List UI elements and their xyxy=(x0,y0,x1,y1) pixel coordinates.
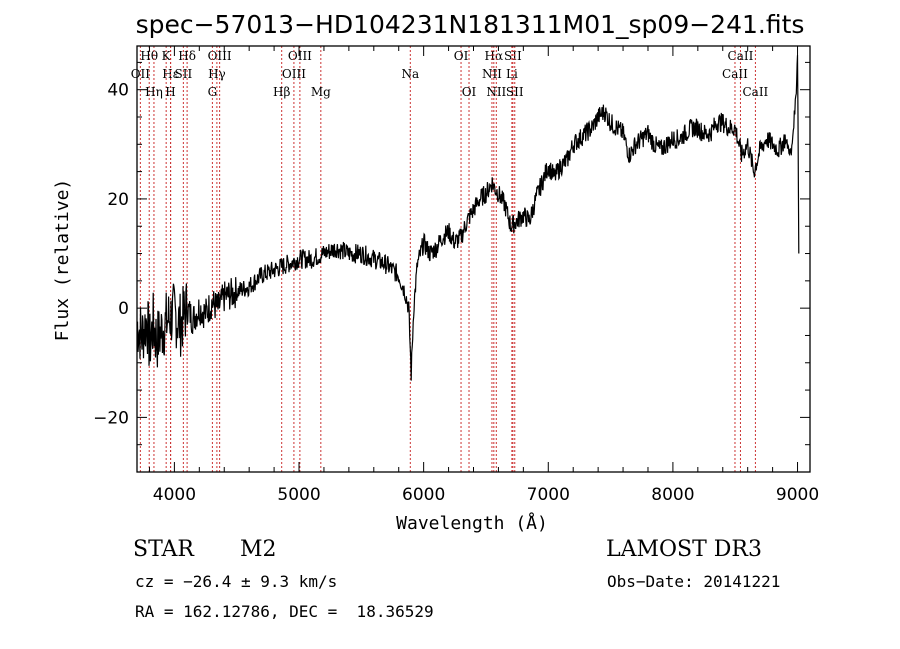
spectral-line-label: Li xyxy=(506,67,518,81)
spectral-line-label: OII xyxy=(131,67,151,81)
object-subclass: M2 xyxy=(240,537,277,562)
spectral-line-label: Hγ xyxy=(208,67,226,81)
x-tick-label: 6000 xyxy=(402,485,445,505)
spectral-line-label: NII xyxy=(486,85,506,99)
spectral-line-label: Hθ xyxy=(140,49,158,63)
spectral-line-label: CaII xyxy=(728,49,754,63)
x-tick-label: 9000 xyxy=(776,485,819,505)
x-axis-ticks: 4000 5000 6000 7000 8000 9000 xyxy=(148,46,819,505)
chart-title: spec−57013−HD104231N181311M01_sp09−241.f… xyxy=(136,10,805,39)
spectral-line-label: G xyxy=(208,85,218,99)
y-tick-label: 0 xyxy=(118,299,129,319)
spectral-line-label: OIII xyxy=(208,49,232,63)
y-tick-label: 40 xyxy=(107,81,129,101)
spectral-line-label: OIII xyxy=(282,67,306,81)
spectral-line-label: SII xyxy=(504,49,522,63)
spectral-line-label: SII xyxy=(506,85,524,99)
spectral-line-label: CaII xyxy=(722,67,748,81)
x-tick-label: 5000 xyxy=(277,485,320,505)
spectral-line-label: OI xyxy=(454,49,469,63)
x-tick-label: 8000 xyxy=(651,485,694,505)
spectral-line-label: K xyxy=(162,49,172,63)
y-axis-ticks: −20 0 20 40 xyxy=(93,61,810,473)
x-axis-label: Wavelength (Å) xyxy=(396,512,548,534)
survey-name: LAMOST DR3 xyxy=(606,537,762,562)
x-tick-label: 7000 xyxy=(527,485,570,505)
spectral-line-label: Hα xyxy=(485,49,504,63)
object-class: STAR xyxy=(133,537,194,562)
redshift-info: cz = −26.4 ± 9.3 km/s xyxy=(135,572,338,591)
spectral-line-label: Hδ xyxy=(178,49,196,63)
y-tick-label: −20 xyxy=(93,408,129,428)
coordinates: RA = 162.12786, DEC = 18.36529 xyxy=(135,602,434,621)
y-axis-label: Flux (relative) xyxy=(52,179,73,342)
spectral-line-label: Hβ xyxy=(273,85,290,99)
spectral-line-label: Hη xyxy=(145,85,163,99)
x-tick-label: 4000 xyxy=(153,485,196,505)
spectral-line-label: Na xyxy=(401,67,419,81)
spectral-line-label: OIII xyxy=(288,49,312,63)
plot-frame xyxy=(136,45,811,473)
spectral-line-label: SII xyxy=(175,67,193,81)
obs-date: Obs−Date: 20141221 xyxy=(607,572,781,591)
spectral-line-label: Mg xyxy=(311,85,331,99)
spectral-line-label: OI xyxy=(462,85,477,99)
spectral-line-label: CaII xyxy=(742,85,768,99)
y-tick-label: 20 xyxy=(107,190,129,210)
flux-series-line xyxy=(136,55,800,381)
spectral-line-label: NII xyxy=(482,67,502,81)
spectral-line-label: H xyxy=(165,85,175,99)
